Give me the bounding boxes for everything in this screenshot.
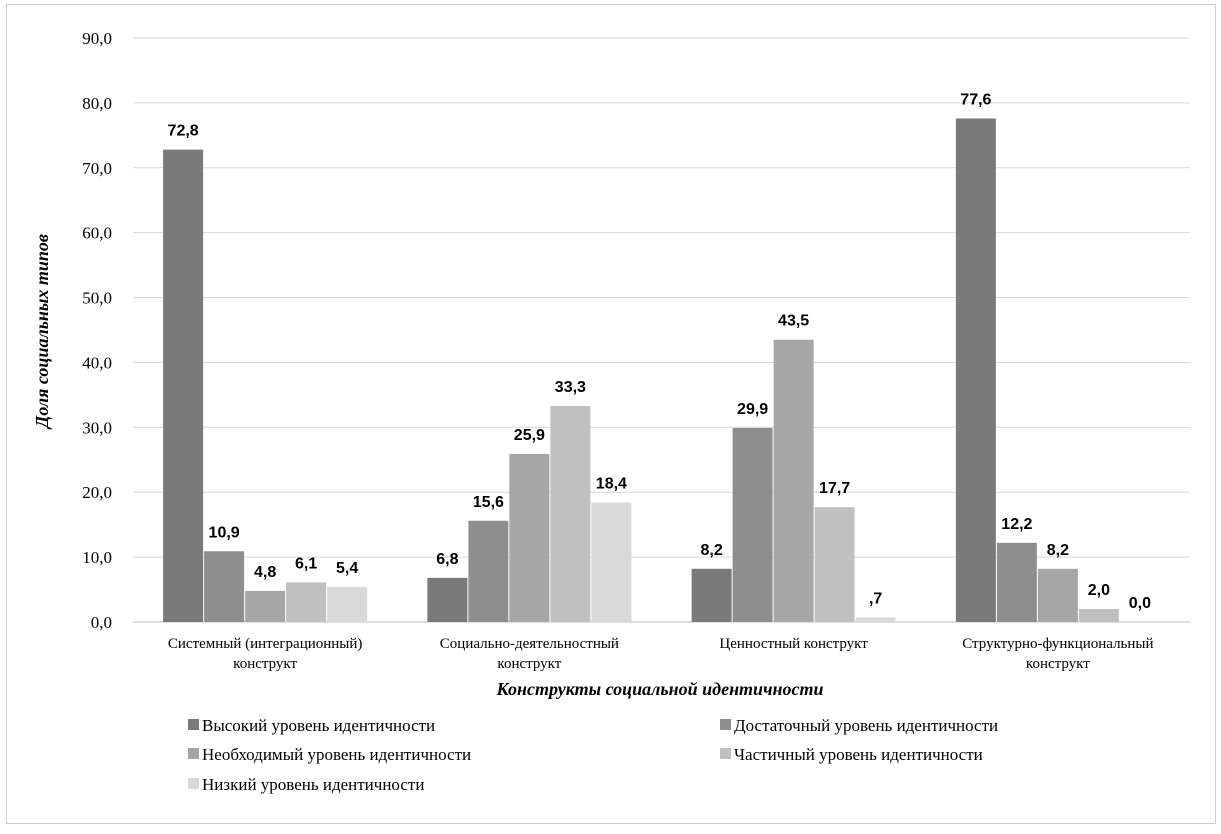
legend-swatch xyxy=(720,719,731,730)
data-label: 43,5 xyxy=(778,313,809,330)
bar xyxy=(163,149,204,622)
bar xyxy=(855,617,896,622)
y-axis-ticks: 0,0 10,0 20,0 30,0 40,0 50,0 60,0 70,0 80,0 90,0 xyxy=(82,29,112,632)
y-tick-label: 30,0 xyxy=(82,418,112,437)
legend-entry: Необходимый уровень идентичности xyxy=(202,745,471,764)
y-axis-title: Доля социальных типов xyxy=(32,234,52,430)
chart-frame xyxy=(6,4,1216,824)
bar xyxy=(591,502,632,622)
bar xyxy=(1037,568,1078,622)
y-tick-label: 0,0 xyxy=(91,613,112,632)
bar xyxy=(732,427,773,622)
bar xyxy=(1078,609,1119,622)
bar xyxy=(773,339,814,622)
bar xyxy=(286,582,327,622)
data-label: 6,1 xyxy=(295,555,317,572)
x-category-label-line: конструкт xyxy=(1026,656,1090,672)
y-tick-label: 90,0 xyxy=(82,29,112,48)
bar xyxy=(204,551,245,622)
bar xyxy=(550,405,591,622)
data-label: 29,9 xyxy=(737,401,768,418)
gridlines xyxy=(133,37,1190,623)
bar xyxy=(468,520,509,622)
y-tick-label: 40,0 xyxy=(82,353,112,372)
x-category-label-line: Системный (интеграционный) xyxy=(168,636,363,652)
y-tick-label: 10,0 xyxy=(82,548,112,567)
y-tick-label: 50,0 xyxy=(82,289,112,308)
x-category-label-line: Социально-деятельностный xyxy=(440,636,619,652)
data-label: 25,9 xyxy=(514,427,545,444)
data-label: 18,4 xyxy=(596,476,627,493)
x-category-label-line: конструкт xyxy=(497,656,561,672)
data-label: 33,3 xyxy=(555,379,586,396)
x-category-label-line: Структурно-функциональный xyxy=(962,636,1153,652)
legend-entry: Низкий уровень идентичности xyxy=(202,775,424,794)
data-label: 4,8 xyxy=(254,564,276,581)
legend-swatch xyxy=(188,748,199,759)
x-category-label-line: конструкт xyxy=(233,656,297,672)
data-label: 17,7 xyxy=(819,480,850,497)
bar xyxy=(327,586,368,622)
x-category-label: Системный (интеграционный) конструкт xyxy=(168,636,363,672)
x-category-label: Ценностный конструкт xyxy=(719,636,868,652)
x-category-label: Структурно-функциональный конструкт xyxy=(962,636,1153,672)
x-category-label-line: Ценностный конструкт xyxy=(719,636,868,652)
legend-entry: Частичный уровень идентичности xyxy=(734,745,983,764)
data-label: 2,0 xyxy=(1088,582,1110,599)
legend-entry: Высокий уровень идентичности xyxy=(202,716,435,735)
data-label: 15,6 xyxy=(473,494,504,511)
bar xyxy=(996,542,1037,622)
y-tick-label: 60,0 xyxy=(82,224,112,243)
x-category-label: Социально-деятельностный конструкт xyxy=(440,636,619,672)
y-tick-label: 70,0 xyxy=(82,159,112,178)
legend-swatch xyxy=(720,748,731,759)
bars xyxy=(163,118,1119,622)
data-label: 0,0 xyxy=(1129,595,1151,612)
y-tick-label: 80,0 xyxy=(82,94,112,113)
data-label: 8,2 xyxy=(701,542,723,559)
data-label: 6,8 xyxy=(436,551,458,568)
data-label: 12,2 xyxy=(1001,516,1032,533)
bar xyxy=(955,118,996,622)
data-label: 77,6 xyxy=(960,91,991,108)
data-label: 5,4 xyxy=(336,560,358,577)
data-labels: 72,8 10,9 4,8 6,1 5,4 6,8 15,6 25,9 33,3 18,4 8,2 2… xyxy=(168,91,1152,612)
bar xyxy=(245,590,286,622)
x-axis-title: Конструкты социальной идентичности xyxy=(495,679,823,699)
bar xyxy=(427,577,468,622)
data-label: ,7 xyxy=(869,590,882,607)
data-label: 10,9 xyxy=(209,524,240,541)
x-axis-categories: Системный (интеграционный) конструктСоциа… xyxy=(168,636,1154,672)
bar xyxy=(691,568,732,622)
bar xyxy=(814,507,855,622)
legend-swatch xyxy=(188,719,199,730)
legend: Высокий уровень идентичности Достаточный … xyxy=(188,716,998,794)
legend-swatch xyxy=(188,778,199,789)
y-tick-label: 20,0 xyxy=(82,483,112,502)
legend-entry: Достаточный уровень идентичности xyxy=(734,716,998,735)
data-label: 8,2 xyxy=(1047,542,1069,559)
bar xyxy=(509,453,550,622)
data-label: 72,8 xyxy=(168,123,199,140)
